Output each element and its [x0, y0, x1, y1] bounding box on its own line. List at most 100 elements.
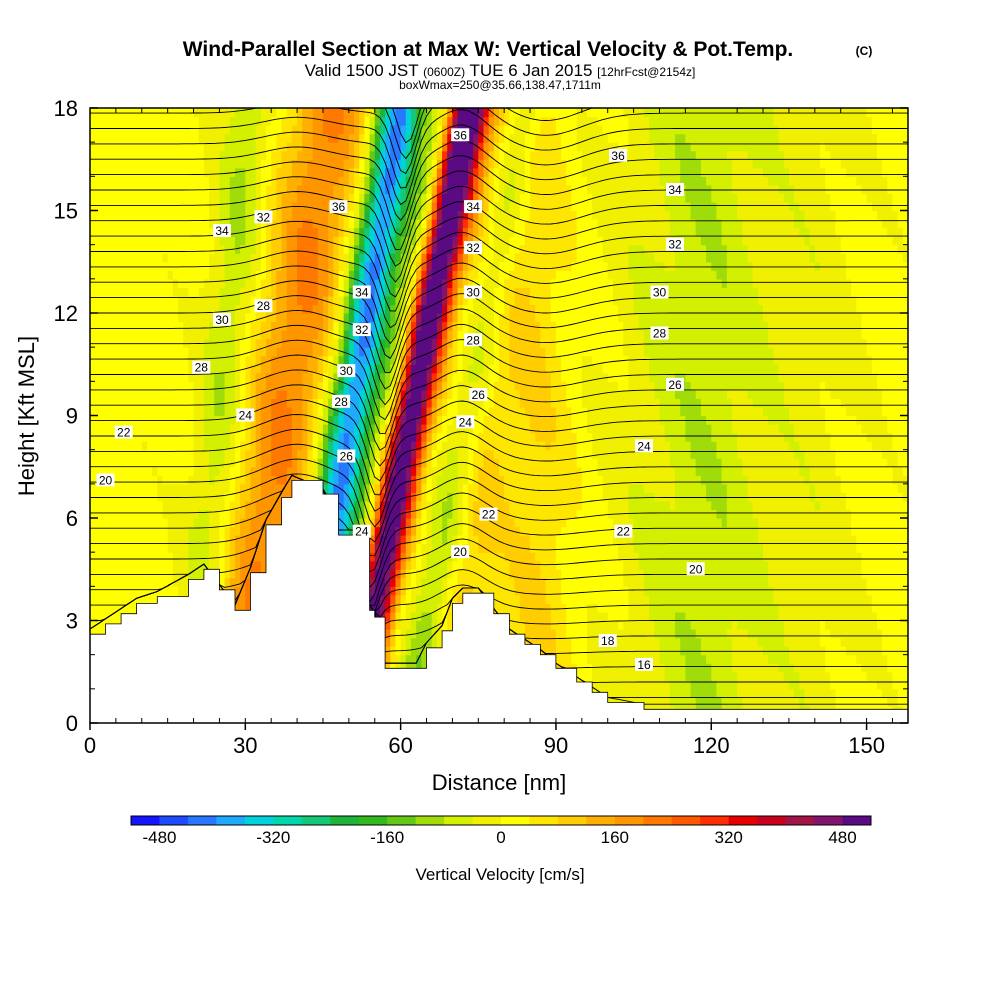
velocity-cell: [390, 381, 397, 391]
velocity-cell: [131, 219, 138, 229]
velocity-cell: [436, 569, 443, 579]
velocity-cell: [126, 193, 133, 203]
velocity-cell: [245, 313, 252, 323]
velocity-cell: [271, 295, 277, 306]
velocity-cell: [95, 244, 101, 254]
velocity-cell: [157, 398, 164, 408]
velocity-cell: [364, 355, 371, 365]
velocity-cell: [302, 193, 309, 203]
velocity-cell: [178, 125, 184, 135]
velocity-cell: [436, 347, 443, 357]
velocity-cell: [162, 108, 169, 118]
velocity-cell: [100, 338, 107, 348]
velocity-cell: [229, 449, 236, 459]
velocity-cell: [317, 167, 324, 177]
velocity-cell: [209, 278, 215, 288]
velocity-cell: [224, 338, 231, 348]
velocity-cell: [385, 381, 391, 391]
velocity-cell: [302, 398, 309, 408]
velocity-cell: [271, 347, 277, 357]
velocity-cell: [219, 193, 226, 203]
velocity-cell: [90, 295, 96, 306]
velocity-cell: [115, 295, 122, 306]
velocity-cell: [364, 219, 371, 229]
subtitle-utc: (0600Z): [423, 65, 465, 79]
velocity-cell: [141, 398, 148, 408]
velocity-cell: [167, 150, 174, 160]
velocity-cell: [348, 415, 355, 425]
velocity-cell: [395, 210, 402, 220]
velocity-cell: [178, 518, 184, 528]
velocity-cell: [110, 603, 117, 613]
velocity-cell: [385, 611, 391, 622]
velocity-cell: [286, 449, 293, 459]
velocity-cell: [245, 483, 252, 493]
velocity-cell: [436, 338, 443, 348]
velocity-cell: [348, 236, 355, 246]
velocity-cell: [229, 219, 236, 229]
velocity-cell: [167, 389, 174, 400]
velocity-cell: [322, 244, 329, 254]
velocity-cell: [436, 603, 443, 613]
velocity-cell: [266, 398, 272, 408]
velocity-cell: [126, 406, 133, 417]
velocity-cell: [193, 569, 200, 579]
velocity-cell: [157, 330, 164, 340]
velocity-cell: [100, 347, 107, 357]
velocity-cell: [105, 364, 112, 374]
velocity-cell: [110, 347, 117, 357]
velocity-cell: [281, 398, 288, 408]
velocity-cell: [266, 261, 272, 271]
velocity-cell: [162, 364, 169, 374]
velocity-cell: [328, 270, 334, 280]
velocity-cell: [255, 543, 262, 553]
velocity-cell: [359, 475, 365, 485]
velocity-cell: [426, 219, 433, 229]
velocity-cell: [400, 475, 407, 485]
velocity-cell: [271, 184, 277, 195]
velocity-cell: [426, 586, 433, 596]
velocity-cell: [395, 125, 402, 135]
velocity-cell: [266, 287, 272, 297]
velocity-cell: [167, 338, 174, 348]
velocity-cell: [338, 492, 345, 502]
velocity-cell: [359, 381, 365, 391]
velocity-cell: [250, 338, 257, 348]
velocity-cell: [302, 270, 309, 280]
velocity-cell: [110, 236, 117, 246]
velocity-cell: [312, 432, 319, 442]
velocity-cell: [322, 287, 329, 297]
velocity-cell: [354, 150, 360, 160]
velocity-cell: [431, 184, 438, 195]
velocity-cell: [333, 244, 340, 254]
velocity-cell: [286, 415, 293, 425]
velocity-cell: [426, 261, 433, 271]
velocity-cell: [110, 406, 117, 417]
velocity-cell: [95, 603, 101, 613]
velocity-cell: [359, 389, 365, 400]
velocity-cell: [131, 278, 138, 288]
velocity-cell: [333, 287, 340, 297]
velocity-cell: [152, 381, 158, 391]
velocity-cell: [421, 398, 428, 408]
velocity-cell: [426, 518, 433, 528]
velocity-cell: [152, 193, 158, 203]
velocity-cell: [410, 210, 417, 220]
velocity-cell: [271, 518, 277, 528]
velocity-cell: [219, 355, 226, 365]
velocity-cell: [167, 304, 174, 314]
velocity-cell: [136, 526, 143, 536]
velocity-cell: [271, 449, 277, 459]
velocity-cell: [260, 184, 267, 195]
velocity-cell: [276, 253, 283, 263]
velocity-cell: [359, 364, 365, 374]
velocity-cell: [121, 330, 127, 340]
velocity-cell: [416, 629, 422, 639]
velocity-cell: [328, 372, 334, 382]
velocity-cell: [322, 483, 329, 493]
velocity-cell: [126, 509, 133, 519]
velocity-cell: [343, 509, 350, 519]
velocity-cell: [416, 526, 422, 536]
velocity-cell: [141, 176, 148, 186]
velocity-cell: [390, 295, 397, 306]
